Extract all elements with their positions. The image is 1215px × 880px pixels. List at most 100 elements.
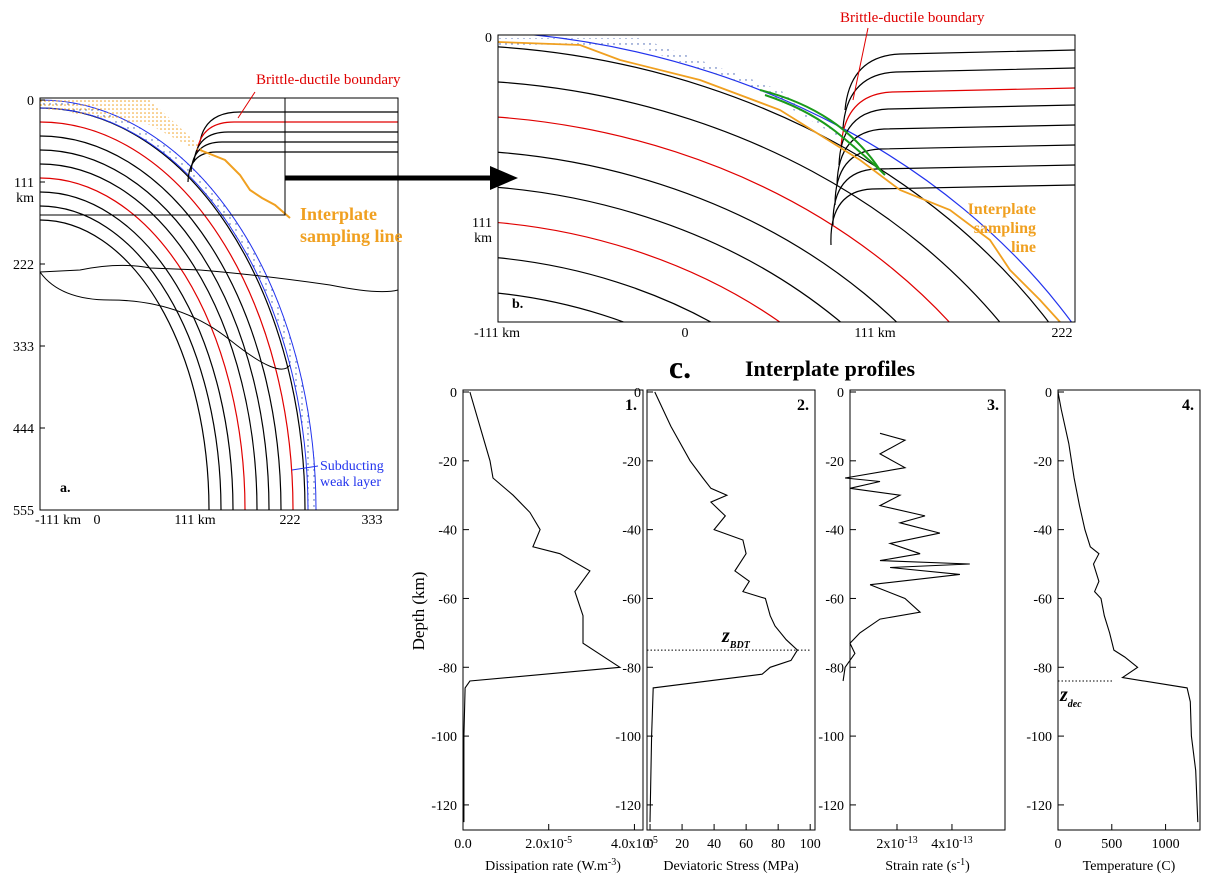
mantle-contour: [842, 67, 1075, 129]
y-tick-label: -40: [622, 524, 641, 539]
sampling-line: [498, 41, 1061, 322]
tick-part: km: [16, 191, 34, 206]
label-text: 4x10: [931, 837, 959, 852]
label-sup: -3: [608, 857, 616, 868]
panel-number: 3.: [987, 397, 999, 414]
mantle-contour: [834, 144, 1075, 206]
label-text: Dissipation rate (W.m: [485, 859, 608, 874]
panel-b-contours: [498, 35, 1075, 322]
panel-number: 2.: [797, 397, 809, 414]
mantle-contour: [838, 104, 1075, 166]
stipple: [498, 38, 860, 150]
slab-contour: [498, 116, 951, 322]
label-sup: -13: [959, 835, 972, 846]
x-tick-label: 40: [707, 837, 721, 852]
y-tick-label: 111 km: [472, 216, 492, 246]
y-tick-label: -100: [615, 730, 641, 745]
plot-frame: [1057, 389, 1201, 831]
tick-part: 0: [27, 94, 34, 109]
mantle-contour: [836, 124, 1075, 186]
y-tick-label: -120: [818, 799, 844, 814]
tick-part: 222: [13, 258, 34, 273]
label-text: z: [721, 625, 730, 647]
label-sup: -13: [904, 835, 917, 846]
slab-contour: [498, 222, 781, 322]
slab-contour: [40, 121, 294, 510]
slab-contour: [498, 257, 712, 322]
label-sub: dec: [1068, 699, 1082, 710]
x-tick-label: 80: [771, 837, 785, 852]
y-tick-label: 0: [1045, 386, 1052, 401]
mantle-contour: [830, 184, 1075, 246]
profile-line: [649, 391, 799, 823]
y-tick-label: -80: [438, 661, 457, 676]
slab-contour: [498, 81, 1001, 322]
x-tick-label: 0: [647, 837, 654, 852]
y-tick-label: 0: [485, 31, 492, 46]
y-tick-label: -80: [622, 661, 641, 676]
y-tick-label: -60: [622, 592, 641, 607]
slab-contour: [498, 151, 898, 322]
sampling-line: [199, 149, 291, 219]
mantle-contour: [190, 141, 398, 173]
y-tick-label: -40: [1033, 524, 1052, 539]
tick-part: km: [474, 231, 492, 246]
y-tick-label: -60: [1033, 592, 1052, 607]
label-text: ): [616, 859, 621, 874]
annotation: line: [1011, 239, 1036, 256]
plot-frame: [462, 389, 644, 831]
y-tick-label: -20: [622, 455, 641, 470]
mantle-contour: [187, 151, 398, 183]
panel-a-contours: [40, 99, 398, 510]
y-tick-label: 555: [13, 504, 34, 519]
x-tick-label: 0: [1055, 837, 1062, 852]
profile-line: [1057, 391, 1199, 823]
x-tick-label: 111 km: [174, 513, 215, 528]
slab-contour: [40, 135, 282, 510]
panel-label: c.: [669, 349, 691, 385]
mantle-contour: [193, 131, 398, 163]
y-tick-label: -60: [825, 592, 844, 607]
label-text: z: [1059, 684, 1068, 706]
annotation-arrow: [852, 27, 869, 101]
label-text: 4.0x10: [611, 837, 650, 852]
section-title: Interplate profiles: [745, 356, 916, 381]
y-tick-label: -20: [1033, 455, 1052, 470]
plot-frame: [646, 389, 816, 831]
tick-part: 111: [472, 216, 492, 231]
y-tick-label: -100: [431, 730, 457, 745]
slab-contour: [40, 205, 222, 510]
mantle-contour: [196, 121, 398, 153]
annotation-arrow: [291, 465, 319, 471]
label-text: Temperature (C): [1083, 859, 1176, 874]
y-tick-label: 0: [27, 94, 34, 109]
weak-layer-edge: [527, 35, 1073, 322]
label-text: Deviatoric Stress (MPa): [663, 859, 799, 874]
plume-contour: [40, 264, 398, 370]
x-tick-label: 0.0: [454, 837, 472, 852]
label-sub: BDT: [729, 640, 751, 651]
annotation: Brittle-ductile boundary: [840, 10, 985, 26]
panel-b-frame: [497, 34, 1076, 323]
annotation: weak layer: [320, 475, 381, 490]
x-tick-label: 4.0x10-5: [611, 835, 658, 853]
annotation-arrow: [237, 91, 256, 119]
panel-number: 4.: [1182, 397, 1194, 414]
y-axis-label: Depth (km): [409, 572, 428, 651]
x-axis-label: Dissipation rate (W.m-3): [485, 857, 621, 875]
y-tick-label: 444: [13, 422, 34, 437]
label-text: 2.0x10: [525, 837, 564, 852]
y-tick-label: -100: [818, 730, 844, 745]
x-tick-label: 4x10-13: [931, 835, 972, 853]
x-axis-label: Strain rate (s-1): [885, 857, 970, 875]
annotation: Interplate: [968, 201, 1036, 218]
y-tick-label: -20: [825, 455, 844, 470]
zoom-arrow-head: [490, 166, 518, 190]
mantle-contour: [199, 111, 398, 143]
x-tick-label: 100: [800, 837, 821, 852]
panel-number: 1.: [625, 397, 637, 414]
x-tick-label: 111 km: [854, 326, 895, 341]
x-tick-label: 0: [94, 513, 101, 528]
zoom-box: [39, 97, 286, 216]
tick-part: 0: [485, 31, 492, 46]
